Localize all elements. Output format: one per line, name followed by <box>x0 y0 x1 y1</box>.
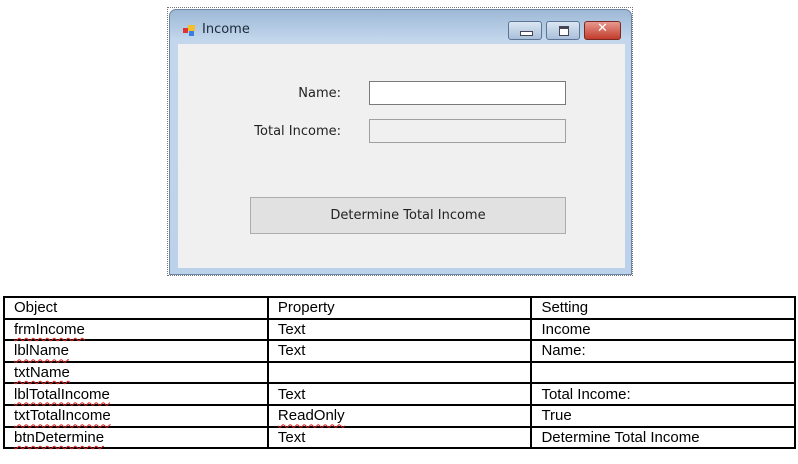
setting-cell <box>530 360 796 385</box>
object-cell: lblName <box>14 342 70 360</box>
setting-cell: Name: <box>530 339 796 363</box>
table-row: frmIncome Text Income <box>3 317 796 342</box>
setting-cell: Determine Total Income <box>530 425 796 450</box>
app-icon <box>183 25 195 36</box>
object-cell: txtTotalIncome <box>14 407 111 425</box>
table-header-row: Object Property Setting <box>3 296 796 320</box>
table-row: txtName <box>3 360 796 385</box>
property-cell: Text <box>266 382 533 406</box>
object-cell: txtName <box>14 364 70 382</box>
name-textbox[interactable] <box>369 81 566 105</box>
table-row: txtTotalIncome ReadOnly True <box>3 403 796 428</box>
form-client-area: Name: Total Income: Determine Total Inco… <box>178 44 625 268</box>
minimize-button[interactable] <box>508 21 542 40</box>
minimize-icon <box>520 31 533 36</box>
header-object: Object <box>3 296 269 320</box>
form-window: Income ✕ Name: Total Income: Determine T… <box>169 9 632 275</box>
total-income-textbox[interactable] <box>369 119 566 143</box>
object-cell: btnDetermine <box>14 428 105 446</box>
total-income-label: Total Income: <box>254 124 341 139</box>
maximize-icon <box>559 26 569 36</box>
object-cell: frmIncome <box>14 320 85 338</box>
window-title: Income <box>202 22 250 37</box>
header-setting: Setting <box>530 296 796 320</box>
setting-cell: True <box>530 403 796 428</box>
property-cell <box>266 360 533 385</box>
header-property: Property <box>266 296 533 320</box>
close-button[interactable]: ✕ <box>584 21 621 40</box>
property-cell: Text <box>266 339 533 363</box>
close-icon: ✕ <box>597 21 608 36</box>
object-cell: lblTotalIncome <box>14 385 110 403</box>
setting-cell: Income <box>530 317 796 342</box>
properties-table: Object Property Setting frmIncome Text Incom… <box>3 296 796 450</box>
table-row: lblTotalIncome Text Total Income: <box>3 382 796 406</box>
designer-selection <box>167 7 633 276</box>
table-row: lblName Text Name: <box>3 339 796 363</box>
maximize-button[interactable] <box>546 21 580 40</box>
property-cell: Text <box>266 425 533 450</box>
table-row: btnDetermine Text Determine Total Income <box>3 425 796 450</box>
setting-cell: Total Income: <box>530 382 796 406</box>
property-cell: Text <box>266 317 533 342</box>
property-cell: ReadOnly <box>277 407 345 425</box>
name-label: Name: <box>298 86 341 101</box>
determine-total-income-button[interactable]: Determine Total Income <box>250 197 566 234</box>
